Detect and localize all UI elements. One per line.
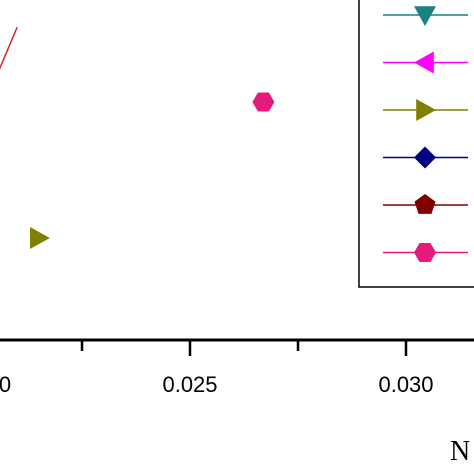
legend-entry-6 (383, 243, 468, 262)
x-tick-label-1: 0 (0, 372, 11, 397)
x-axis-ticks (80, 340, 408, 356)
legend-entry-2 (383, 51, 468, 74)
legend-marker-2 (414, 51, 434, 74)
x-tick-label-3: 0.030 (378, 372, 433, 397)
data-point-2 (252, 92, 275, 112)
x-axis-title: N (450, 436, 470, 467)
legend-marker-3 (416, 99, 436, 121)
legend-entries (383, 6, 468, 262)
legend-marker-6 (414, 243, 436, 262)
legend-marker-5 (414, 194, 436, 214)
legend-marker-1 (414, 6, 436, 26)
legend-entry-5 (383, 194, 468, 214)
data-point-1 (30, 227, 50, 249)
legend-marker-4 (414, 146, 436, 169)
legend-entry-1 (383, 6, 468, 26)
legend-entry-3 (383, 99, 468, 121)
data-points-layer (30, 92, 275, 249)
legend (358, 0, 474, 288)
series-line-layer (0, 26, 18, 70)
x-tick-label-2: 0.025 (162, 372, 217, 397)
legend-box (358, 0, 474, 288)
legend-entry-4 (383, 146, 468, 169)
series-line (0, 26, 18, 70)
